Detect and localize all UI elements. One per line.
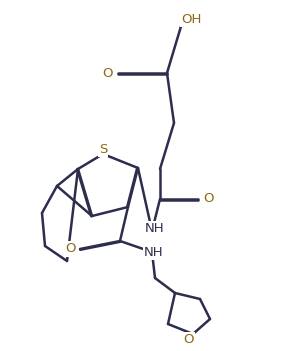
Text: S: S <box>99 143 107 155</box>
Text: OH: OH <box>181 13 201 26</box>
Text: O: O <box>65 243 75 256</box>
Text: NH: NH <box>145 223 165 236</box>
Text: O: O <box>103 66 113 79</box>
Text: O: O <box>203 192 213 205</box>
Text: NH: NH <box>144 245 164 258</box>
Text: O: O <box>184 333 194 346</box>
